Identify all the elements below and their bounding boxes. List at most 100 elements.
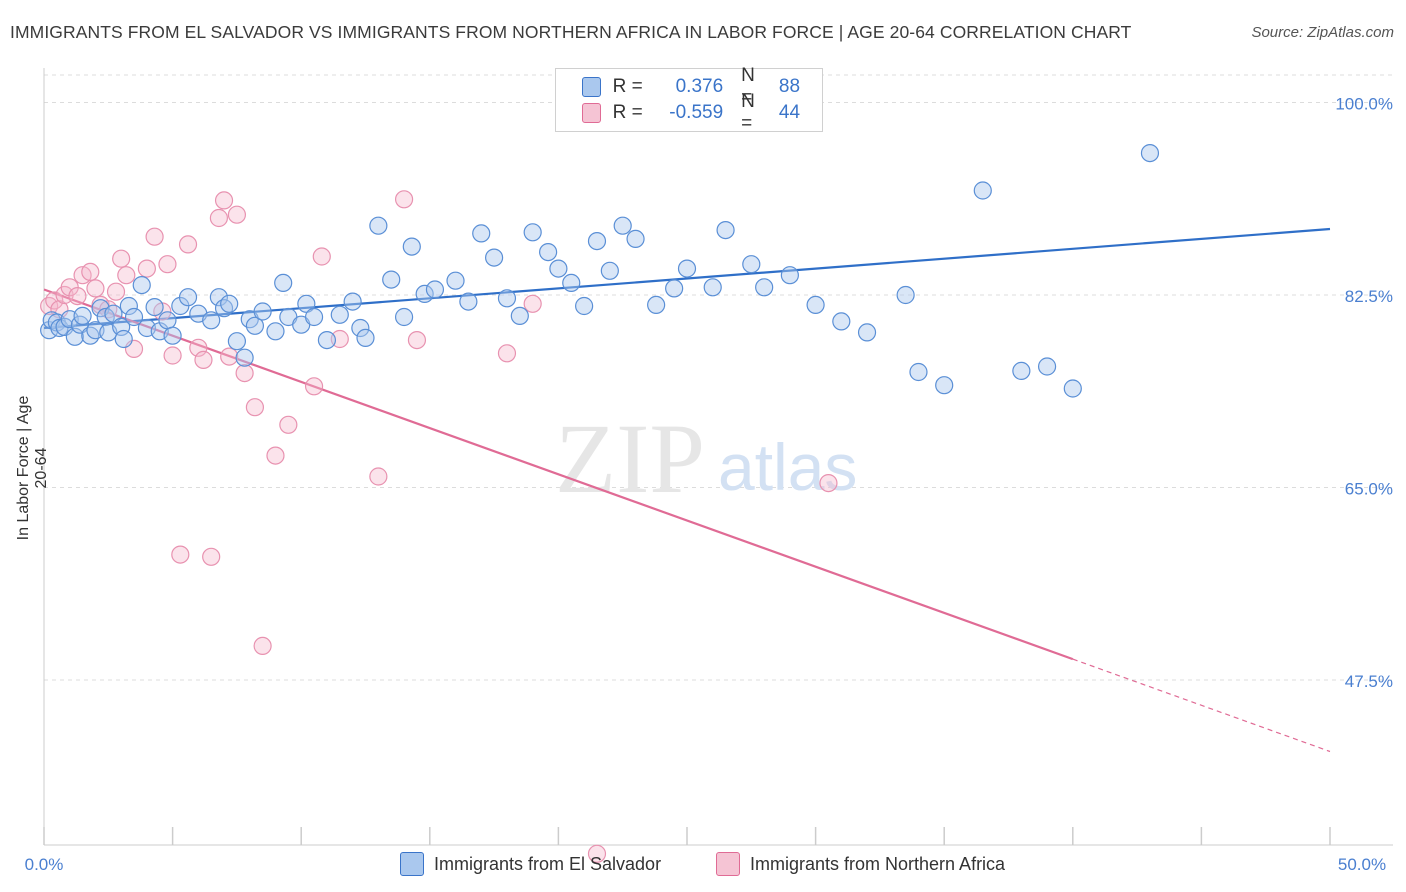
data-point-northern-africa (407, 331, 427, 350)
r-label: R = (612, 76, 643, 97)
data-point-northern-africa (86, 279, 105, 298)
n-label: N = (741, 65, 755, 108)
data-point-el-salvador (415, 284, 434, 303)
y-axis-label: In Labor Force | Age 20-64 (15, 395, 50, 541)
data-point-northern-africa (163, 346, 182, 365)
data-point-el-salvador (119, 296, 138, 316)
data-point-el-salvador (253, 302, 272, 321)
data-point-el-salvador (132, 276, 151, 295)
data-point-el-salvador (485, 248, 504, 267)
tick-labels: 47.5% 65.0% 82.5% 100.0% 0.0% 50.0% (25, 95, 1393, 875)
data-point-el-salvador (935, 376, 954, 395)
data-point-northern-africa (202, 547, 221, 566)
data-point-el-salvador (356, 328, 375, 347)
watermark-zip: ZIP (555, 403, 705, 514)
data-point-northern-africa (145, 227, 164, 246)
data-point-northern-africa (523, 294, 542, 313)
data-point-el-salvador (235, 348, 254, 367)
bottom-legend-label: Immigrants from El Salvador (434, 853, 662, 874)
data-point-el-salvador (973, 181, 992, 200)
data-point-northern-africa (220, 347, 239, 366)
data-point-northern-africa (587, 844, 607, 863)
data-point-northern-africa (112, 249, 131, 268)
bottom-swatch-pink (716, 852, 740, 876)
data-point-el-salvador (472, 224, 491, 243)
data-point-el-salvador (304, 307, 324, 327)
r-label: R = (612, 102, 643, 123)
data-point-el-salvador (382, 270, 401, 289)
data-point-el-salvador (73, 306, 92, 325)
chart-title: IMMIGRANTS FROM EL SALVADOR VS IMMIGRANT… (10, 22, 1132, 42)
trend-line-el-salvador (43, 227, 1331, 330)
data-point-northern-africa (117, 266, 136, 285)
data-point-el-salvador (394, 307, 414, 327)
data-point-el-salvador (665, 279, 684, 298)
data-point-northern-africa (304, 377, 324, 396)
data-point-el-salvador (909, 362, 928, 382)
r-value: -0.559 (669, 102, 724, 123)
data-point-northern-africa (178, 235, 198, 254)
data-point-northern-africa (137, 259, 156, 278)
y-tick-label: 47.5% (1345, 672, 1393, 691)
data-point-el-salvador (351, 318, 370, 338)
bottom-legend-label: Immigrants from Northern Africa (750, 853, 1006, 874)
data-point-northern-africa (81, 262, 100, 281)
data-point-northern-africa (209, 208, 228, 228)
data-point-el-salvador (317, 331, 337, 350)
data-point-el-salvador (202, 311, 221, 330)
data-point-el-salvador (716, 221, 735, 240)
data-point-el-salvador (81, 326, 100, 345)
data-point-el-salvador (446, 271, 465, 290)
data-point-northern-africa (40, 296, 59, 316)
data-point-el-salvador (647, 295, 666, 314)
data-point-el-salvador (402, 237, 421, 256)
data-point-northern-africa (227, 205, 246, 224)
data-point-el-salvador (1063, 379, 1082, 398)
data-point-el-salvador (343, 292, 362, 311)
data-point-northern-africa (330, 329, 349, 349)
data-point-el-salvador (330, 305, 349, 324)
data-point-el-salvador (677, 259, 697, 278)
data-point-el-salvador (549, 259, 568, 278)
data-point-el-salvador (266, 322, 285, 341)
legend-row-el-salvador: R = 0.376 N = 88 (582, 65, 834, 108)
x-tick-label: 0.0% (25, 855, 64, 874)
x-tick-label: 50.0% (1338, 855, 1386, 874)
data-point-el-salvador (1037, 357, 1057, 376)
data-point-el-salvador (497, 289, 517, 308)
data-point-el-salvador (245, 316, 265, 335)
bottom-legend-el-salvador: Immigrants from El Salvador (400, 852, 661, 876)
data-point-el-salvador (369, 216, 388, 235)
data-point-northern-africa (819, 474, 838, 493)
data-point-el-salvador (178, 288, 198, 307)
data-points (40, 144, 1160, 863)
data-point-el-salvador (896, 285, 915, 305)
data-point-el-salvador (806, 295, 825, 314)
data-point-el-salvador (220, 294, 239, 313)
data-point-northern-africa (158, 255, 177, 274)
axes (43, 68, 1393, 846)
data-point-el-salvador (613, 216, 632, 235)
trend-line-northern-africa (43, 288, 1074, 661)
data-point-el-salvador (523, 223, 542, 242)
data-point-el-salvador (158, 311, 177, 330)
data-point-el-salvador (703, 278, 722, 297)
bottom-legend-northern-africa: Immigrants from Northern Africa (716, 852, 1005, 876)
n-label: N = (741, 91, 755, 134)
y-tick-label: 82.5% (1345, 287, 1393, 306)
data-point-el-salvador (742, 255, 761, 274)
data-point-el-salvador (1140, 144, 1160, 163)
data-point-northern-africa (279, 415, 298, 434)
data-point-el-salvador (600, 261, 619, 280)
data-point-northern-africa (194, 350, 213, 369)
data-point-el-salvador (124, 307, 144, 327)
data-point-el-salvador (575, 296, 594, 316)
data-point-el-salvador (832, 312, 851, 331)
trend-line-northern-africa-extension (1072, 658, 1331, 753)
data-point-el-salvador (539, 243, 558, 262)
source-label: Source: ZipAtlas.com (1251, 24, 1394, 41)
data-point-northern-africa (171, 545, 190, 564)
n-value: 44 (778, 102, 801, 123)
data-point-el-salvador (626, 229, 645, 248)
